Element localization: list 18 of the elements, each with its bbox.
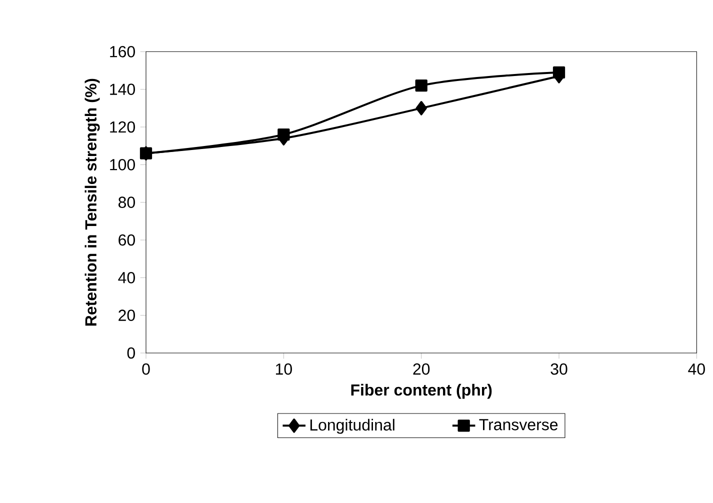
x-tick-label: 0	[142, 363, 150, 375]
y-tick-label: 80	[118, 196, 135, 208]
y-tick-label: 20	[118, 310, 135, 321]
x-tick-label: 40	[688, 363, 705, 375]
y-tick-label: 160	[110, 46, 135, 58]
y-tick-label: 60	[118, 234, 135, 246]
legend-label: Longitudinal	[310, 418, 394, 434]
y-tick-label: 140	[110, 84, 135, 95]
y-tick-label: 120	[110, 121, 135, 133]
legend-label: Transverse	[479, 419, 558, 430]
y-tick-label: 100	[110, 159, 135, 170]
x-axis-title: Fiber content (phr)	[351, 384, 492, 399]
x-tick-label: 10	[276, 363, 292, 375]
y-axis-title: Retention in Tensile strength (%)	[84, 78, 100, 326]
y-tick-label: 0	[127, 347, 135, 359]
y-tick-label: 40	[118, 272, 135, 284]
x-tick-label: 20	[413, 363, 430, 375]
x-tick-label: 30	[550, 363, 568, 375]
